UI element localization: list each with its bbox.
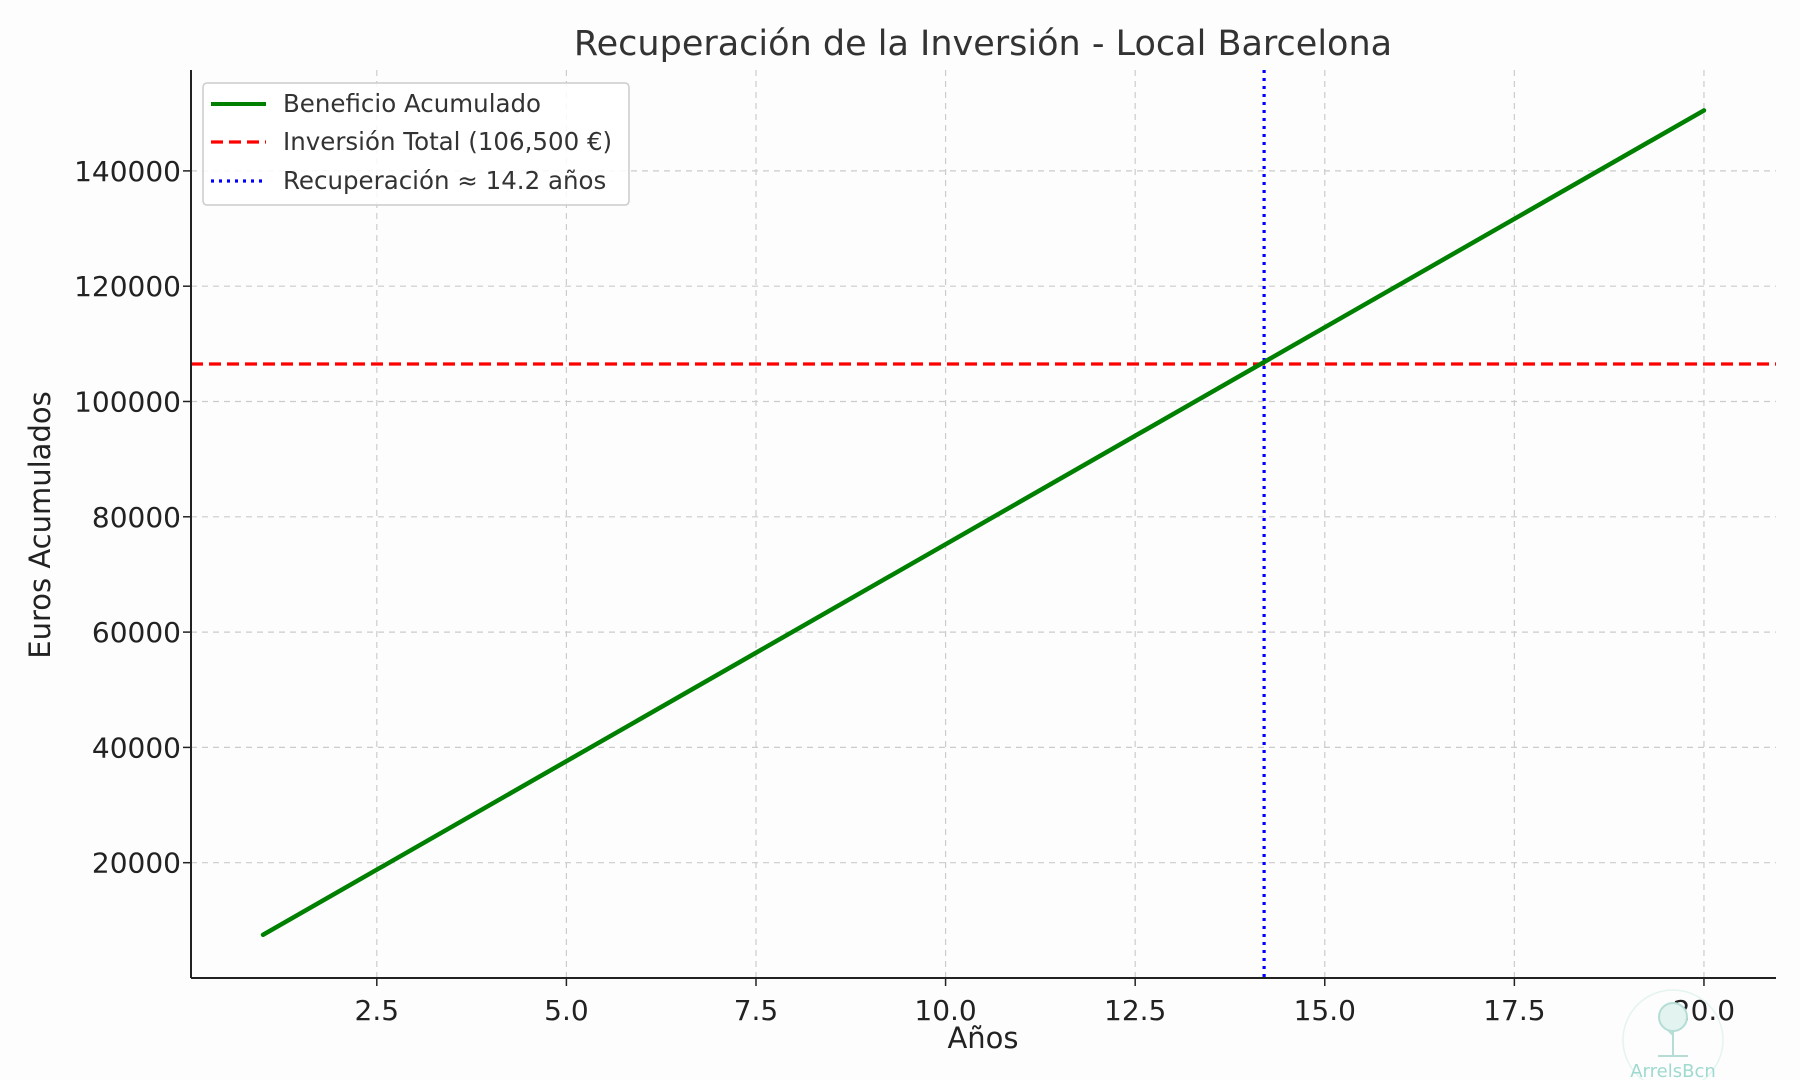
y-tick-label: 120000 [74,270,181,303]
x-tick-label: 10.0 [914,994,976,1027]
legend-label-inversion: Inversión Total (106,500 €) [283,127,612,156]
x-tick-label: 5.0 [544,994,589,1027]
x-tick-label: 12.5 [1104,994,1166,1027]
x-tick-label: 17.5 [1483,994,1545,1027]
watermark: ArrelsBcn [1622,989,1724,1080]
watermark-circle [1622,989,1724,1080]
y-axis-label: Euros Acumulados [23,391,57,658]
axes-layer [190,70,1776,979]
watermark-text: ArrelsBcn [1630,1061,1716,1080]
x-tick-label: 7.5 [734,994,779,1027]
y-tick-label: 20000 [92,847,181,880]
y-tick-label: 100000 [74,385,181,418]
legend: Beneficio Acumulado Inversión Total (106… [202,82,630,206]
series-line-beneficio-acumulado [260,108,1707,938]
legend-label-beneficio: Beneficio Acumulado [283,89,541,118]
series-layer [260,108,1707,938]
x-tick-label: 2.5 [355,994,400,1027]
x-axis-label: Años [947,1021,1018,1055]
reference-lines-layer [191,70,1776,978]
x-tick-label: 15.0 [1294,994,1356,1027]
chart-title: Recuperación de la Inversión - Local Bar… [574,24,1392,64]
y-tick-label: 140000 [74,155,181,188]
grid-layer [191,70,1776,978]
legend-box [202,82,630,206]
tree-icon [1658,1002,1688,1057]
y-tick-label: 60000 [92,616,181,649]
legend-label-recuperacion: Recuperación ≈ 14.2 años [283,166,606,195]
y-tick-label: 40000 [92,731,181,764]
ticks-layer: 2.5 5.0 7.5 10.0 12.5 15.0 17.5 20.020000400006… [74,155,1735,1027]
y-tick-label: 80000 [92,501,181,534]
